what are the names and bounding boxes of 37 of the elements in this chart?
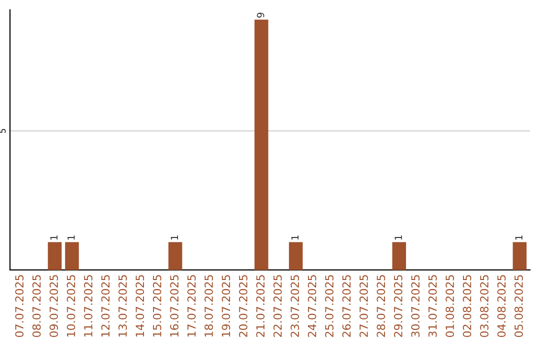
- x-tick-label: 18.07.2025: [204, 275, 213, 337]
- data-label: 1: [68, 235, 75, 240]
- x-tick-label: 01.08.2025: [446, 275, 454, 338]
- x-tick-label: 24.07.2025: [308, 275, 316, 337]
- data-label: 1: [291, 235, 299, 240]
- x-tick-label: 11.07.2025: [84, 275, 92, 337]
- x-tick-label: 15.07.2025: [152, 275, 162, 337]
- x-tick-label: 03.08.2025: [480, 275, 488, 338]
- x-tick-label: 25.07.2025: [325, 275, 334, 337]
- x-tick-label: 27.07.2025: [360, 275, 368, 337]
- data-label: 1: [394, 235, 402, 240]
- x-tick-label: 13.07.2025: [118, 275, 127, 337]
- x-tick-label: 09.07.2025: [50, 275, 58, 338]
- x-tick-label: 02.08.2025: [462, 275, 472, 338]
- x-tick-label: 29.07.2025: [394, 275, 402, 337]
- x-tick-label: 31.07.2025: [428, 275, 437, 337]
- x-tick-label: 07.07.2025: [15, 275, 24, 338]
- x-tick-label: 10.07.2025: [66, 275, 76, 337]
- x-tick-label: 19.07.2025: [222, 275, 230, 337]
- x-tick-label: 12.07.2025: [101, 275, 110, 337]
- x-tick-label: 04.08.2025: [497, 275, 506, 338]
- x-tick-label: 08.07.2025: [32, 275, 41, 338]
- x-tick-label: 21.07.2025: [256, 275, 265, 337]
- data-label: 1: [515, 235, 522, 240]
- x-tick-label: 26.07.2025: [342, 275, 351, 337]
- x-tick-label: 20.07.2025: [238, 275, 248, 337]
- x-tick-label: 17.07.2025: [187, 275, 196, 337]
- data-label: 1: [170, 235, 178, 240]
- x-tick-label: 23.07.2025: [290, 275, 300, 337]
- x-tick-label: 14.07.2025: [136, 275, 144, 337]
- x-tick-label: 05.08.2025: [514, 275, 523, 338]
- x-tick-label: 22.07.2025: [273, 275, 282, 337]
- x-tick-label: 16.07.2025: [170, 275, 179, 337]
- x-tick-label: 30.07.2025: [411, 275, 420, 337]
- data-label: 9: [256, 12, 264, 18]
- x-tick-label: 28.07.2025: [376, 275, 386, 337]
- data-label: 1: [50, 235, 58, 240]
